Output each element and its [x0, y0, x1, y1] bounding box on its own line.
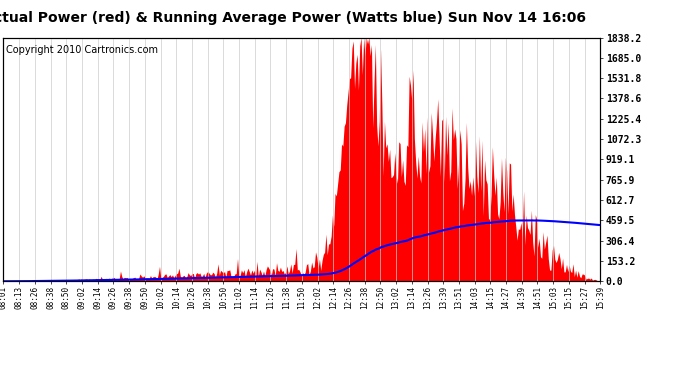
Text: East Array Actual Power (red) & Running Average Power (Watts blue) Sun Nov 14 16: East Array Actual Power (red) & Running …: [0, 11, 586, 25]
Text: Copyright 2010 Cartronics.com: Copyright 2010 Cartronics.com: [6, 45, 159, 55]
